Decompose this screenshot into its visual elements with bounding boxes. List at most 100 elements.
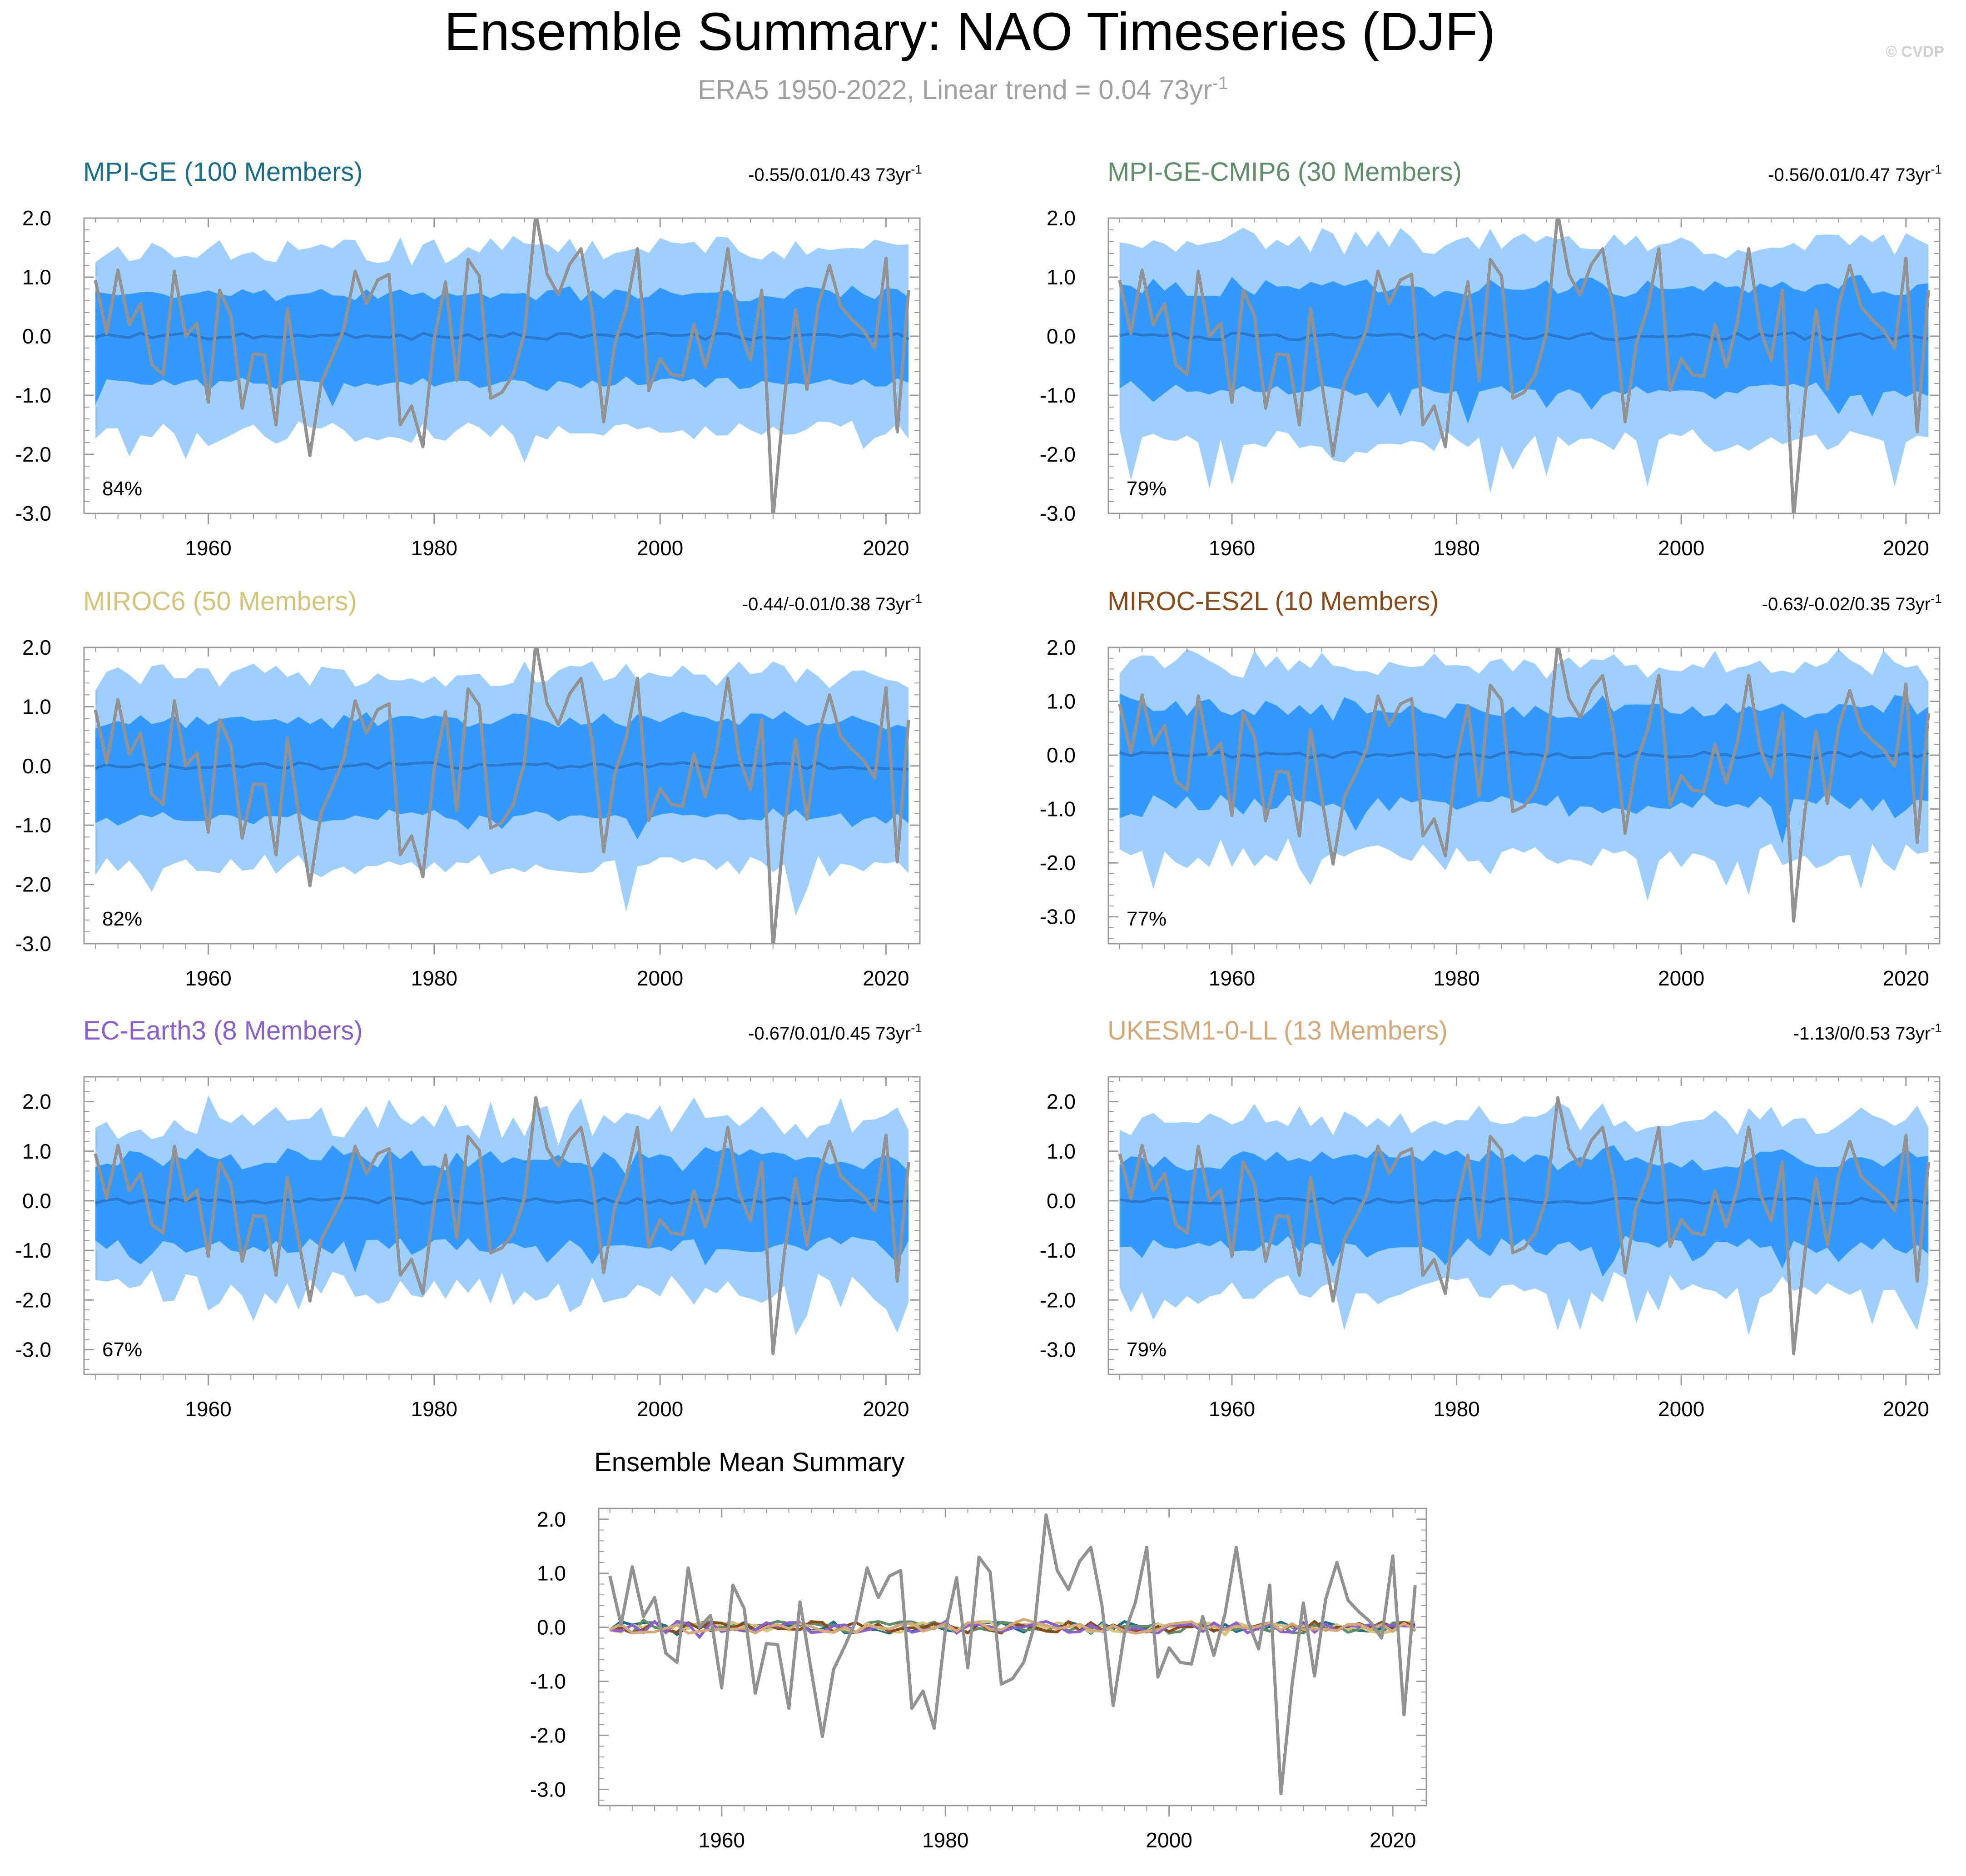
era5-line xyxy=(94,647,910,944)
era5-line xyxy=(1118,1096,1930,1355)
subtitle-superscript: -1 xyxy=(1212,73,1228,93)
panels: MPI-GE (100 Members) -0.55/0.01/0.43 73yr… xyxy=(15,157,1942,1852)
y-tick-label: -2.0 xyxy=(530,1723,566,1747)
y-tick-label: 1.0 xyxy=(22,695,51,718)
x-tick-label: 1980 xyxy=(411,966,457,990)
y-tick-label: -3.0 xyxy=(15,502,51,525)
x-tick-label: 2020 xyxy=(1370,1828,1416,1852)
x-tick-label: 2020 xyxy=(863,536,909,560)
x-tick-label: 1960 xyxy=(1209,1397,1255,1421)
y-tick-label: 2.0 xyxy=(1047,1090,1076,1114)
x-tick-label: 1960 xyxy=(699,1828,745,1852)
y-tick-label: 1.0 xyxy=(1047,690,1076,713)
x-tick-label: 1960 xyxy=(185,966,231,990)
x-tick-label: 2020 xyxy=(863,966,909,990)
panel-percent: 67% xyxy=(102,1339,142,1361)
y-tick-label: -3.0 xyxy=(1040,905,1076,929)
y-tick-label: -1.0 xyxy=(15,1239,51,1262)
panel-stats-text: -0.67/0.01/0.45 73yr xyxy=(748,1024,911,1044)
y-tick-label: -2.0 xyxy=(1040,1288,1076,1312)
ensemble-mean-line-ec-earth3 xyxy=(610,1619,1415,1640)
panel-ukesm1-0-ll: UKESM1-0-LL (13 Members) -1.13/0/0.53 73y… xyxy=(1040,1016,1942,1421)
x-tick-label: 2020 xyxy=(1883,536,1929,560)
y-tick-label: 0.0 xyxy=(537,1616,566,1639)
y-tick-label: -1.0 xyxy=(530,1670,566,1693)
ensemble-mean-line xyxy=(94,761,909,771)
panel-title: MPI-GE-CMIP6 (30 Members) xyxy=(1107,157,1462,187)
y-tick-label: -1.0 xyxy=(15,813,51,837)
panel-percent: 79% xyxy=(1127,1339,1167,1361)
x-tick-label: 1980 xyxy=(1433,1397,1479,1421)
panel-stats: -1.13/0/0.53 73yr-1 xyxy=(1793,1021,1942,1044)
x-tick-label: 1980 xyxy=(411,1397,457,1421)
y-tick-label: -1.0 xyxy=(15,383,51,407)
panel-percent: 82% xyxy=(102,908,142,930)
x-tick-label: 2000 xyxy=(1146,1828,1192,1852)
x-tick-label: 1960 xyxy=(185,1397,231,1421)
y-tick-label: 2.0 xyxy=(1047,206,1076,230)
y-tick-label: -2.0 xyxy=(15,1288,51,1312)
panel-mpi-ge-cmip6: MPI-GE-CMIP6 (30 Members) -0.56/0.01/0.47… xyxy=(1040,157,1942,560)
y-tick-label: 2.0 xyxy=(537,1508,566,1531)
panel-percent: 77% xyxy=(1127,908,1167,930)
y-tick-label: 0.0 xyxy=(1047,324,1076,348)
y-tick-label: 2.0 xyxy=(1047,636,1076,659)
y-tick-label: -1.0 xyxy=(1040,1239,1076,1262)
panel-title: MPI-GE (100 Members) xyxy=(83,157,363,187)
x-tick-label: 1960 xyxy=(1209,966,1255,990)
y-tick-label: 1.0 xyxy=(537,1562,566,1585)
panel-stats: -0.55/0.01/0.43 73yr-1 xyxy=(748,162,922,185)
subtitle-text: ERA5 1950-2022, Linear trend = 0.04 73yr xyxy=(698,75,1212,105)
panel-stats: -0.44/-0.01/0.38 73yr-1 xyxy=(742,592,922,614)
era5-line xyxy=(608,1513,1417,1796)
ensemble-mean-line xyxy=(1119,750,1929,760)
era5-line xyxy=(94,218,910,513)
x-tick-label: 2020 xyxy=(1883,1397,1929,1421)
panel-percent: 84% xyxy=(102,478,142,500)
watermark: © CVDP xyxy=(1886,43,1944,60)
panel-percent: 79% xyxy=(1127,478,1167,500)
x-tick-label: 1980 xyxy=(1433,536,1479,560)
y-tick-label: -2.0 xyxy=(1040,443,1076,466)
panel-plot-area xyxy=(1118,1096,1930,1355)
y-tick-label: 0.0 xyxy=(22,1189,51,1213)
ensemble-mean-line-ukesm1-0-ll xyxy=(609,1617,1416,1635)
panel-stats-superscript: -1 xyxy=(1931,1021,1942,1035)
panel-stats-superscript: -1 xyxy=(1931,162,1942,176)
x-tick-label: 2000 xyxy=(1658,536,1704,560)
panel-ec-earth3: EC-Earth3 (8 Members) -0.67/0.01/0.45 73y… xyxy=(15,1016,922,1421)
panel-miroc-es2l: MIROC-ES2L (10 Members) -0.63/-0.02/0.35 … xyxy=(1040,587,1942,990)
y-tick-label: -1.0 xyxy=(1040,383,1076,407)
y-tick-label: 0.0 xyxy=(1047,743,1076,767)
y-tick-label: 1.0 xyxy=(1047,1140,1076,1163)
panel-stats-superscript: -1 xyxy=(911,162,922,176)
ensemble-mean-line xyxy=(95,1196,909,1205)
x-tick-label: 1980 xyxy=(922,1828,968,1852)
y-tick-label: 1.0 xyxy=(22,1140,51,1163)
panel-plot-area xyxy=(94,1095,910,1355)
panel-stats-superscript: -1 xyxy=(911,592,922,606)
x-tick-label: 1960 xyxy=(185,536,231,560)
x-tick-label: 2000 xyxy=(637,536,683,560)
panel-title: Ensemble Mean Summary xyxy=(594,1448,904,1477)
panel-plot-area xyxy=(1118,218,1930,513)
x-tick-label: 2000 xyxy=(637,1397,683,1421)
y-tick-label: 2.0 xyxy=(22,206,51,230)
figure-title: Ensemble Summary: NAO Timeseries (DJF) xyxy=(444,2,1496,62)
panel-stats-text: -0.55/0.01/0.43 73yr xyxy=(748,165,911,185)
y-tick-label: 0.0 xyxy=(22,754,51,778)
y-tick-label: -2.0 xyxy=(15,443,51,466)
panel-mpi-ge: MPI-GE (100 Members) -0.55/0.01/0.43 73yr… xyxy=(15,157,922,560)
y-tick-label: -3.0 xyxy=(15,932,51,955)
panel-stats: -0.63/-0.02/0.35 73yr-1 xyxy=(1762,592,1942,614)
panel-plot-area xyxy=(1118,647,1930,923)
era5-line xyxy=(94,1096,910,1355)
x-tick-label: 2000 xyxy=(637,966,683,990)
panel-plot-area xyxy=(608,1513,1417,1796)
y-tick-label: 2.0 xyxy=(22,636,51,659)
panel-stats-text: -0.56/0.01/0.47 73yr xyxy=(1768,165,1931,185)
x-tick-label: 2000 xyxy=(1658,966,1704,990)
panel-plot-area xyxy=(94,647,910,944)
inner-band-area xyxy=(1119,274,1929,424)
panel-miroc6: MIROC6 (50 Members) -0.44/-0.01/0.38 73yr… xyxy=(15,587,922,990)
